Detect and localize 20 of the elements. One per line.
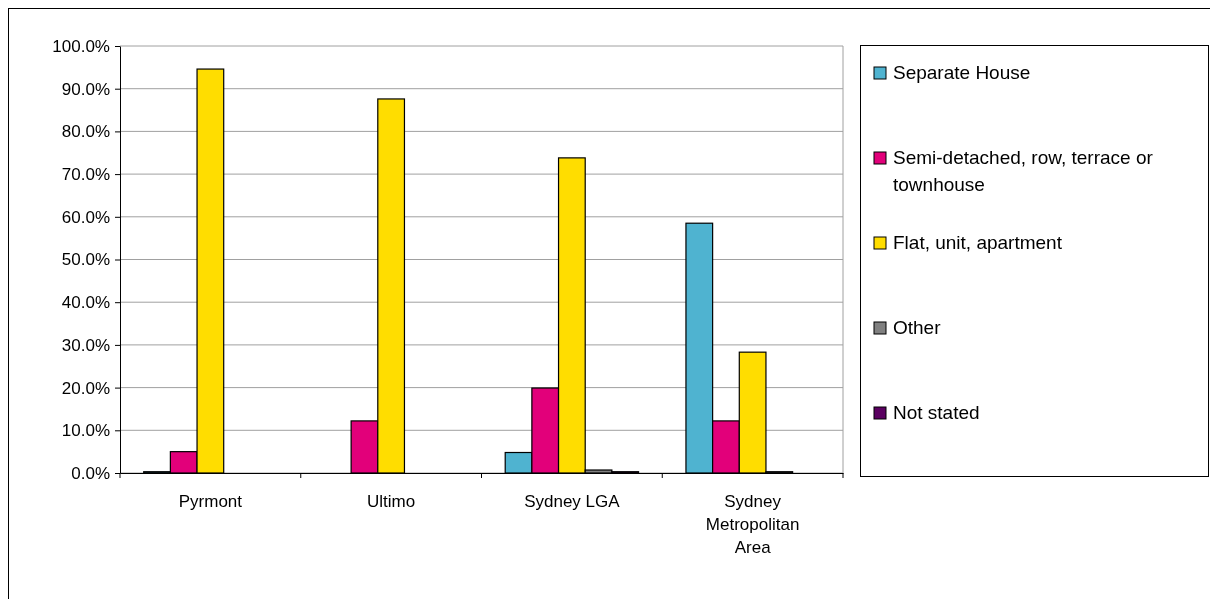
y-tick-label: 0.0% <box>71 463 110 483</box>
y-tick-label: 40.0% <box>61 293 110 313</box>
y-tick-label: 90.0% <box>61 79 110 99</box>
x-tick-label: Sydney LGA <box>524 491 621 511</box>
y-tick-label: 30.0% <box>61 335 110 355</box>
y-tick-label: 50.0% <box>61 250 110 270</box>
y-tick-label: 70.0% <box>61 165 110 185</box>
y-tick-label: 80.0% <box>61 122 110 142</box>
legend-label: Semi-detached, row, terrace or townhouse <box>893 147 1154 195</box>
legend-label: Separate House <box>893 62 1031 83</box>
x-tick-label: Pyrmont <box>178 491 243 511</box>
y-tick-label: 10.0% <box>61 421 110 441</box>
x-tick-label: Sydney Metropolitan Area <box>705 491 800 557</box>
legend-label: Flat, unit, apartment <box>893 232 1063 253</box>
y-tick-label: 20.0% <box>61 378 110 398</box>
y-tick-label: 60.0% <box>61 207 110 227</box>
legend-label: Not stated <box>893 402 980 423</box>
y-tick-label: 100.0% <box>52 36 110 56</box>
x-tick-label: Ultimo <box>367 491 416 511</box>
legend-label: Other <box>893 317 942 338</box>
